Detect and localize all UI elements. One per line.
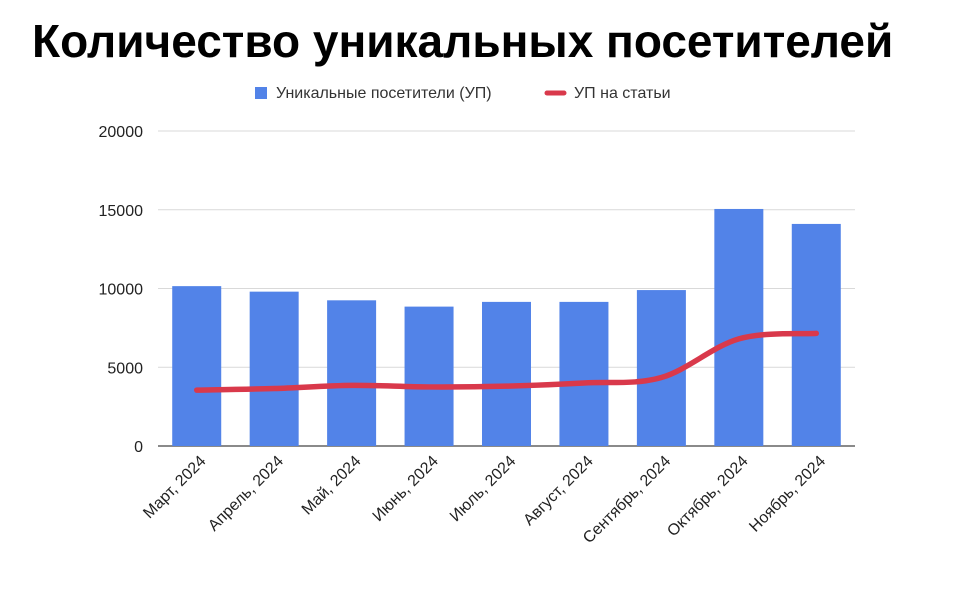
bar — [172, 286, 222, 446]
legend-label: УП на статьи — [574, 85, 671, 102]
y-tick-label: 0 — [134, 439, 143, 456]
y-tick-label: 5000 — [107, 360, 143, 377]
x-tick-label: Апрель, 2024 — [205, 453, 287, 535]
x-tick-label: Июль, 2024 — [447, 453, 519, 525]
legend: Уникальные посетители (УП) УП на статьи — [255, 85, 671, 102]
x-tick-label: Март, 2024 — [140, 453, 209, 522]
x-tick-label: Октябрь, 2024 — [664, 453, 751, 540]
x-tick-label: Ноябрь, 2024 — [746, 453, 829, 536]
y-tick-label: 10000 — [99, 282, 144, 299]
x-tick-label: Июнь, 2024 — [370, 453, 442, 525]
bar-series — [172, 208, 841, 446]
legend-swatch-bar — [255, 87, 267, 99]
bar — [559, 301, 609, 446]
chart-title: Количество уникальных посетителей — [32, 15, 894, 67]
y-tick-label: 20000 — [99, 124, 144, 141]
bar — [249, 291, 299, 446]
legend-label: Уникальные посетители (УП) — [276, 85, 492, 102]
bar — [714, 208, 764, 446]
bar — [404, 306, 454, 446]
bar — [482, 301, 531, 446]
y-tick-label: 15000 — [99, 203, 144, 220]
line-series — [193, 330, 820, 393]
bar — [327, 300, 377, 446]
x-tick-label: Май, 2024 — [299, 453, 365, 519]
x-tick-label: Август, 2024 — [520, 453, 596, 529]
y-axis-ticks: 0 5000 10000 15000 20000 — [99, 124, 144, 456]
